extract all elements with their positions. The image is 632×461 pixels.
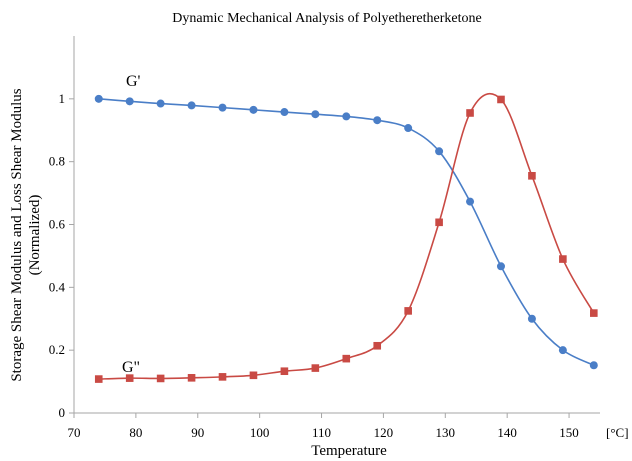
x-tick-label: 140 [497,425,517,440]
data-point [590,309,598,317]
y-axis-title: Storage Shear Modulus and Loss Shear Mod… [9,88,43,381]
data-point [435,218,443,227]
data-point [589,361,598,370]
data-point [435,147,444,156]
y-tick-label: 0.2 [49,342,65,357]
data-point [94,94,103,103]
x-tick-label: 120 [374,425,394,440]
series-layer [94,92,598,383]
data-point [373,116,382,125]
data-point [218,103,227,112]
data-point [528,172,536,180]
y-tick-label: 0.8 [49,154,65,169]
series-label-g-double-prime: G" [122,359,140,376]
y-tick-label: 1 [59,91,66,106]
x-tick-label: 130 [436,425,456,440]
y-tick-label: 0 [59,405,66,420]
data-point [466,109,474,117]
data-point [280,108,289,117]
data-point [497,95,505,104]
data-point [125,97,134,106]
data-point [249,105,258,114]
y-axis-title-line-2: (Normalized) [27,195,43,276]
data-point [342,112,351,121]
x-axis-title: Temperature [311,443,387,459]
chart-title: Dynamic Mechanical Analysis of Polyether… [172,11,481,26]
data-point [187,101,196,110]
data-point [125,374,134,382]
data-point [342,354,351,363]
data-point [527,314,536,323]
x-tick-label: 100 [250,425,270,440]
data-point [156,374,165,383]
data-point [404,307,412,315]
data-point [496,262,505,271]
data-point [94,375,103,383]
x-tick-label: 110 [312,425,331,440]
x-tick-label: 80 [129,425,142,440]
data-point [558,346,567,355]
x-axis-ticks: 70 80 90 100 110 120 130 140 150 [68,413,579,440]
data-point [466,197,475,206]
data-point [249,371,258,380]
data-point [373,341,382,350]
x-axis-unit: [°C] [606,425,629,440]
data-point [559,255,567,263]
y-axis-title-line-1: Storage Shear Modulus and Loss Shear Mod… [9,88,25,381]
data-point [404,124,413,133]
data-point [311,364,320,372]
x-tick-label: 90 [191,425,204,440]
series-label-g-prime: G' [126,73,141,90]
x-tick-label: 150 [559,425,579,440]
y-tick-label: 0.4 [49,279,66,294]
data-point [218,373,227,381]
data-point [311,110,320,119]
y-tick-label: 0.6 [49,217,66,232]
y-axis-ticks: 0 0.2 0.4 0.6 0.8 1 [49,91,74,420]
data-point [280,367,289,376]
data-point [156,99,165,108]
data-point [187,374,196,382]
series-g-double-prime [94,92,598,383]
x-tick-label: 70 [68,425,81,440]
series-line [98,92,595,380]
series-g-prime [94,94,598,370]
